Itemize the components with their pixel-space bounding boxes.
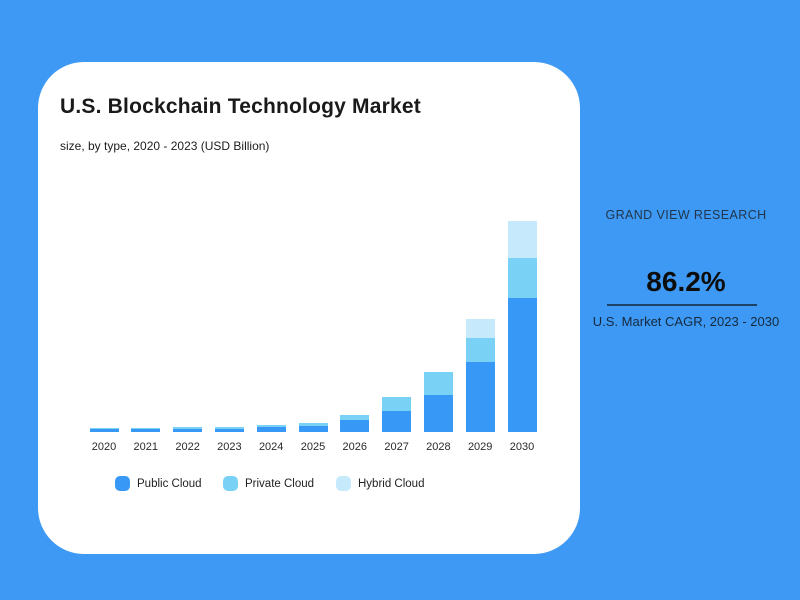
bar-segment-private-cloud [423,371,453,396]
x-axis-label: 2020 [91,441,117,453]
x-axis-label: 2024 [258,441,284,453]
bar-segment-public-cloud [298,426,328,432]
bar-column-2023: 2023 [208,427,250,453]
bar-column-2021: 2021 [125,428,167,453]
legend-swatch-hybrid-cloud-icon [336,476,351,491]
bar-segment-public-cloud [256,427,286,432]
cagr-caption: U.S. Market CAGR, 2023 - 2030 [592,314,780,329]
legend-label: Private Cloud [245,477,315,490]
x-axis-label: 2028 [426,441,451,453]
bar-segment-private-cloud [131,428,161,430]
legend-item-public-cloud: Public Cloud [115,476,202,491]
side-panel: GRAND VIEW RESEARCH 86.2% U.S. Market CA… [590,208,782,348]
bar-segment-public-cloud [507,298,537,432]
x-axis-label: 2026 [342,441,368,453]
brand-text: GRAND VIEW RESEARCH [605,208,767,222]
cagr-value: 86.2% [646,266,726,297]
bar-column-2024: 2024 [250,424,292,453]
bar-column-2028: 2028 [417,371,459,453]
chart-subtitle: size, by type, 2020 - 2023 (USD Billion) [60,139,270,153]
bar-column-2027: 2027 [376,397,418,453]
bar-segment-public-cloud [340,420,370,432]
legend-swatch-private-cloud-icon [223,476,238,491]
bar-column-2030: 2030 [501,221,543,453]
legend-item-private-cloud: Private Cloud [223,476,314,491]
x-axis-label: 2023 [217,441,242,453]
bar-column-2025: 2025 [292,422,334,453]
bar-segment-public-cloud [423,395,453,432]
bar-chart: 2020 2021 2022 2023 2024 2025 2026 2027 2028 2029… [38,62,580,554]
bar-segment-public-cloud [131,429,161,432]
x-axis-label: 2022 [175,441,200,453]
legend-label: Public Cloud [137,477,202,490]
bar-column-2029: 2029 [459,318,501,453]
legend-swatch-public-cloud-icon [115,476,130,491]
bar-segment-private-cloud [382,397,412,412]
bar-segment-hybrid-cloud [507,221,537,258]
x-axis-label: 2025 [300,441,326,453]
bar-column-2022: 2022 [167,427,209,453]
bar-segment-public-cloud [382,411,412,432]
x-axis-label: 2021 [133,441,159,453]
bar-segment-public-cloud [173,428,203,432]
legend-item-hybrid-cloud: Hybrid Cloud [336,476,424,491]
bar-column-2026: 2026 [334,414,376,453]
chart-title: U.S. Blockchain Technology Market [60,95,421,118]
legend-label: Hybrid Cloud [358,477,425,490]
bar-segment-hybrid-cloud [465,318,495,338]
bar-segment-private-cloud [465,337,495,362]
divider-line [607,304,757,306]
x-axis-label: 2030 [509,441,535,453]
bar-segment-private-cloud [173,427,203,429]
bar-segment-private-cloud [214,427,244,429]
bar-segment-public-cloud [465,362,495,432]
bar-segment-private-cloud [89,428,119,430]
bar-segment-private-cloud [507,257,537,299]
x-axis-label: 2027 [384,441,409,453]
legend: Public Cloud Private Cloud Hybrid Cloud [38,476,580,506]
bar-segment-private-cloud [256,424,286,428]
bar-column-2020: 2020 [83,428,125,453]
bar-segment-public-cloud [214,428,244,432]
x-axis-label: 2029 [467,441,493,453]
chart-card: U.S. Blockchain Technology Market size, … [38,62,580,554]
bar-segment-public-cloud [89,429,119,432]
bar-segment-private-cloud [340,414,370,421]
bar-segment-private-cloud [298,422,328,427]
